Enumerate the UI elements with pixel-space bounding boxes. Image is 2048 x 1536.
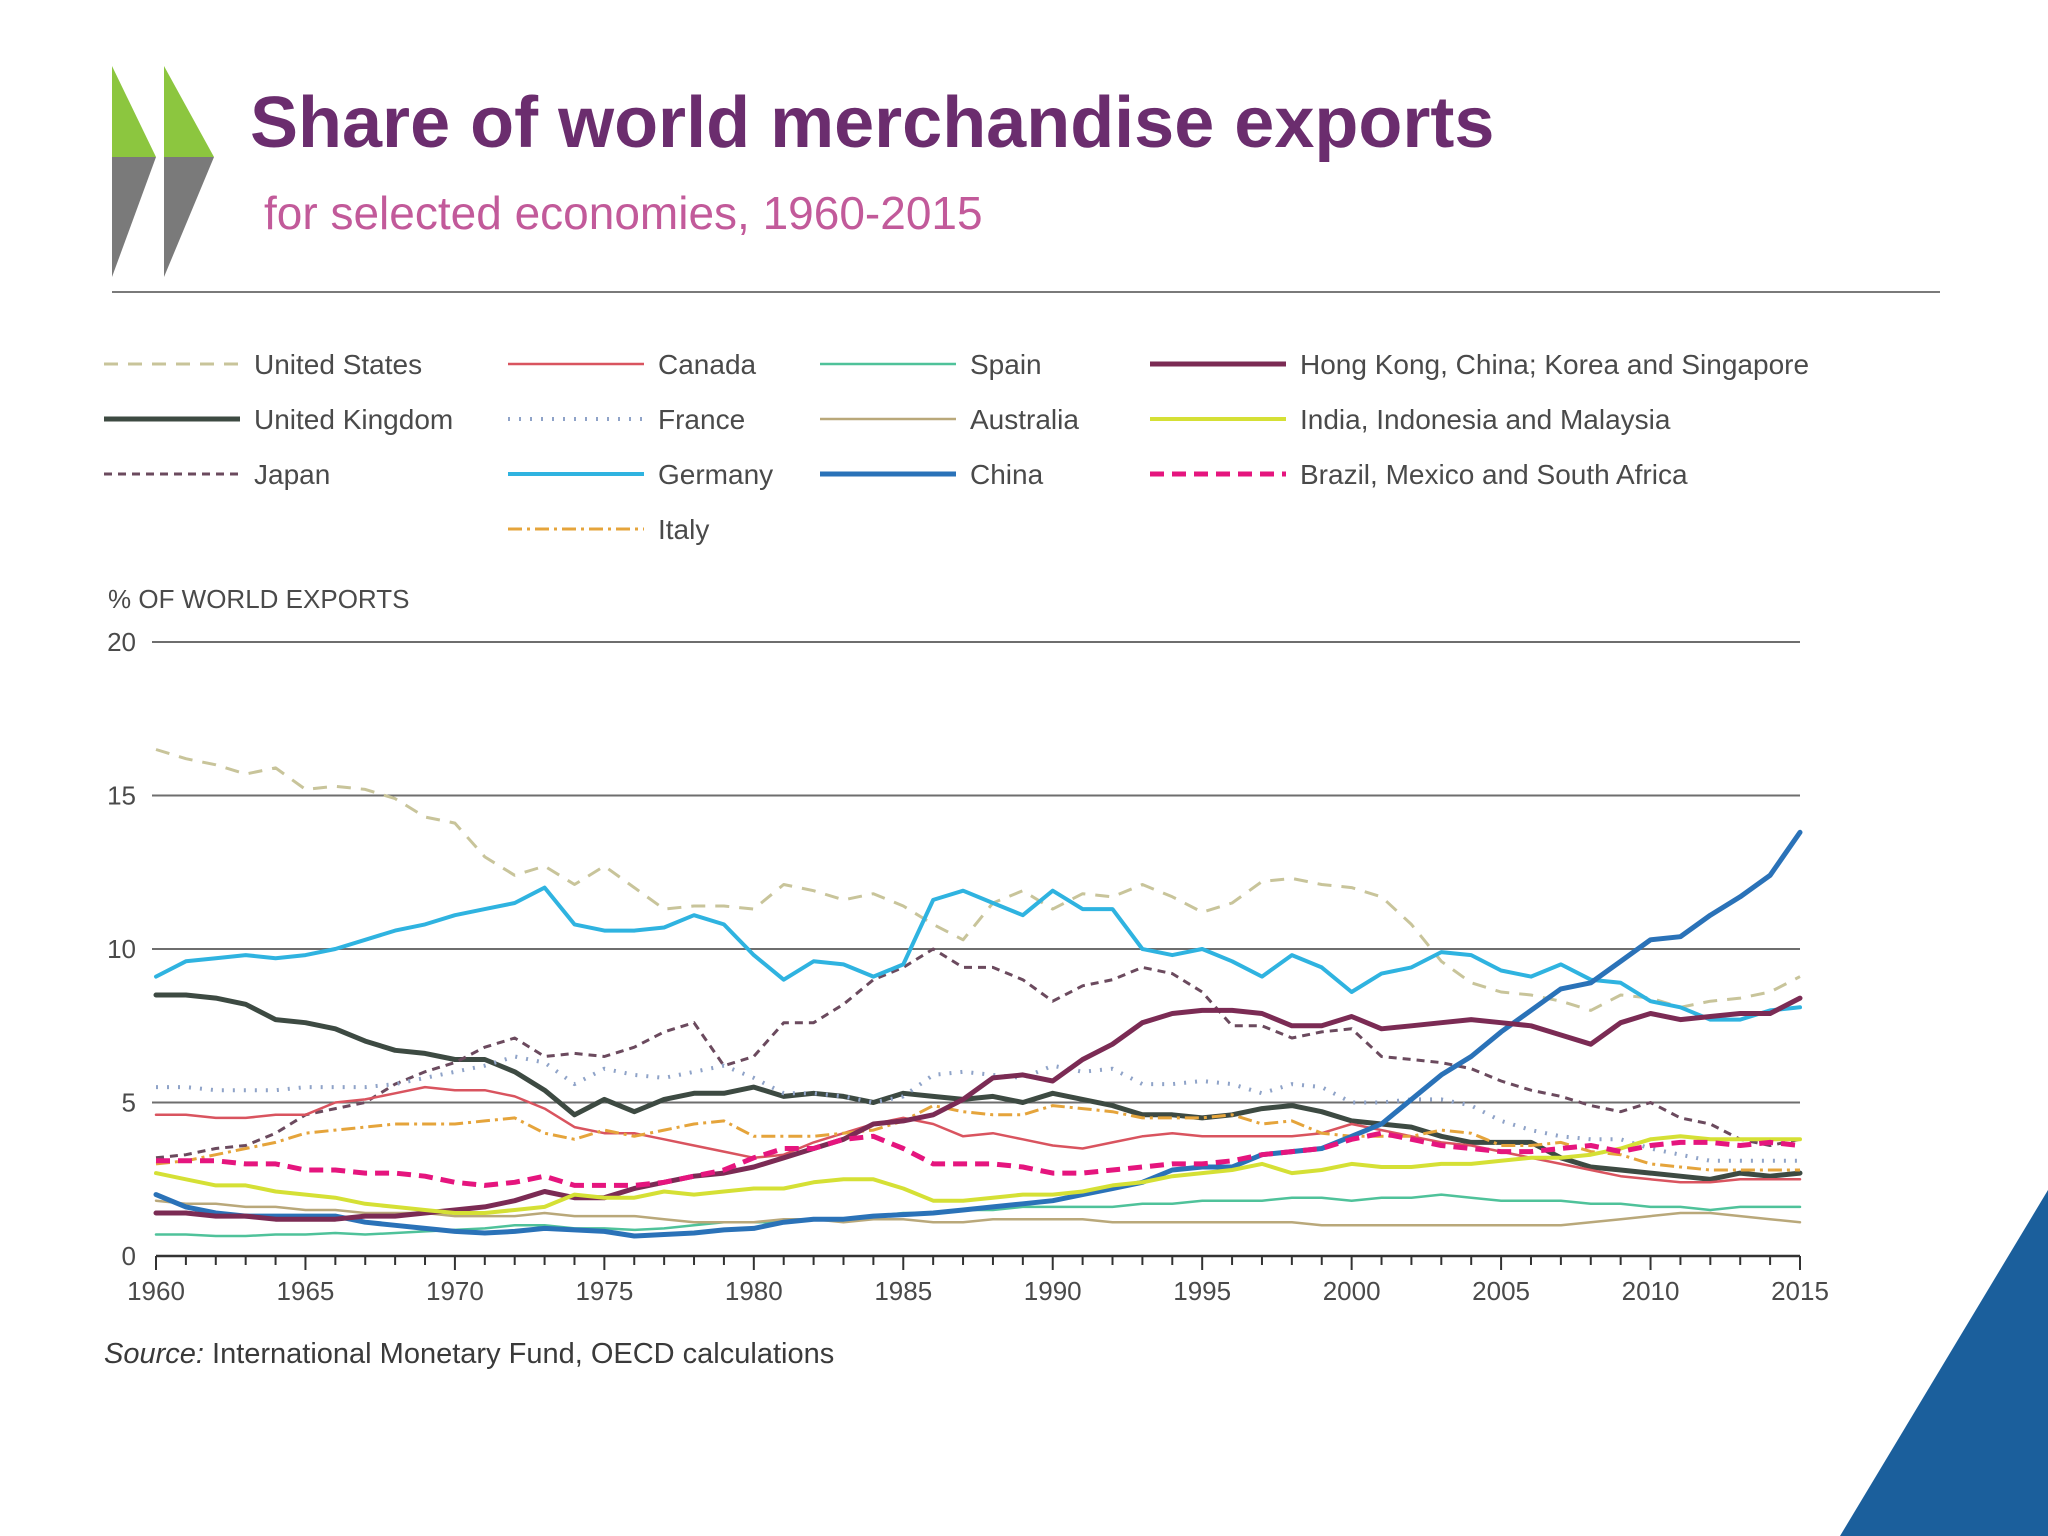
legend-label-4: France [658, 404, 745, 435]
chart-series [153, 748, 1803, 1239]
x-tick-label: 1970 [426, 1276, 484, 1306]
series-line-1 [153, 992, 1803, 1182]
x-tick-label: 1995 [1173, 1276, 1231, 1306]
x-tick-label: 2015 [1771, 1276, 1829, 1306]
series-line-10 [153, 995, 1803, 1222]
x-tick-label: 1990 [1024, 1276, 1082, 1306]
x-tick-label: 2000 [1323, 1276, 1381, 1306]
x-tick-label: 1965 [277, 1276, 335, 1306]
legend-label-5: Germany [658, 459, 773, 490]
legend-label-11: India, Indonesia and Malaysia [1300, 404, 1671, 435]
series-line-3 [154, 1085, 1802, 1184]
exports-line-chart: United States United Kingdom Japan Canada Fr… [104, 349, 1829, 1306]
legend-label-7: Spain [970, 349, 1042, 380]
series-line-5 [154, 885, 1802, 1022]
x-tick-label: 1975 [575, 1276, 633, 1306]
source-text: International Monetary Fund, OECD calcul… [203, 1338, 835, 1370]
legend-label-0: United States [254, 349, 422, 380]
x-tick-label: 1960 [127, 1276, 185, 1306]
series-line-11 [154, 1134, 1802, 1215]
legend-label-8: Australia [970, 404, 1079, 435]
y-tick-label: 5 [122, 1088, 136, 1118]
legend-label-1: United Kingdom [254, 404, 453, 435]
legend-label-12: Brazil, Mexico and South Africa [1300, 459, 1688, 490]
y-tick-label: 15 [107, 781, 136, 811]
corner-triangle [1840, 1190, 2048, 1536]
series-line-2 [155, 947, 1801, 1160]
y-tick-label: 20 [107, 627, 136, 657]
page-subtitle: for selected economies, 1960-2015 [264, 187, 983, 239]
y-tick-label: 10 [107, 934, 136, 964]
legend-label-3: Canada [658, 349, 757, 380]
series-line-4 [156, 1054, 1800, 1163]
source-label: Source: [104, 1338, 204, 1370]
page-title: Share of world merchandise exports [250, 83, 1495, 163]
chart-legend: United States United Kingdom Japan Canada Fr… [104, 349, 1809, 545]
legend-label-9: China [970, 459, 1044, 490]
corner-decoration [1840, 1190, 2048, 1536]
logo-green-chevron-right [164, 66, 214, 157]
chart-source: Source: International Monetary Fund, OEC… [104, 1338, 834, 1371]
series-line-0 [155, 748, 1801, 1012]
x-tick-label: 2010 [1622, 1276, 1680, 1306]
series-line-6 [155, 1104, 1800, 1172]
chart-gridlines: 0 5 10 15 20 [107, 627, 1800, 1271]
series-line-12 [156, 1130, 1801, 1188]
series-line-9 [153, 829, 1803, 1239]
legend-label-2: Japan [254, 459, 330, 490]
header-divider [112, 291, 1940, 293]
logo-green-chevron-left [112, 66, 156, 157]
legend-label-10: Hong Kong, China; Korea and Singapore [1300, 349, 1809, 380]
x-tick-label: 1985 [874, 1276, 932, 1306]
logo-gray-chevron-right [164, 157, 214, 277]
legend-label-6: Italy [658, 514, 709, 545]
x-tick-label: 2005 [1472, 1276, 1530, 1306]
x-tick-label: 1980 [725, 1276, 783, 1306]
chart-axes: 1960 1965 1970 1975 1980 1985 1990 1995 2000 2005… [127, 1254, 1829, 1306]
y-axis-label: % OF WORLD EXPORTS [108, 584, 409, 614]
oecd-logo-icon [112, 66, 214, 277]
logo-gray-chevron-left [112, 157, 156, 277]
y-tick-label: 0 [122, 1241, 136, 1271]
